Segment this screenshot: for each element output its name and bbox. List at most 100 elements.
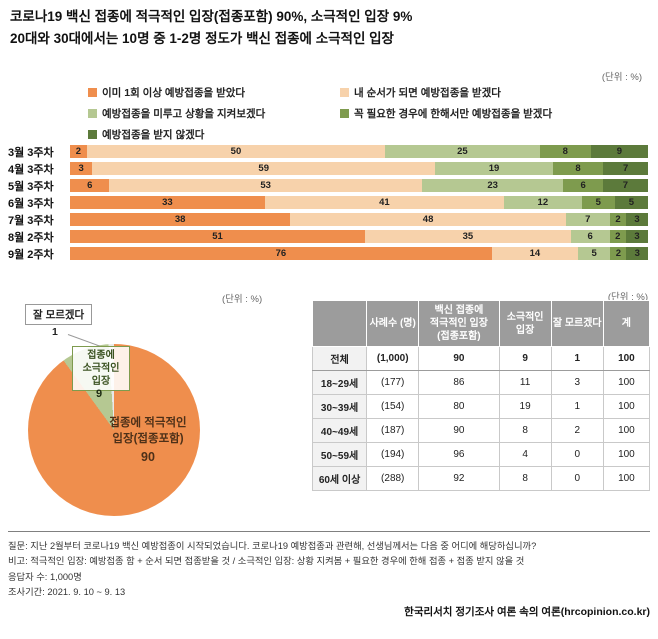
bar-segment-value: 33 [162,197,173,208]
bar-segment-value: 35 [462,231,474,242]
bar: 3 59 19 8 7 [70,162,648,175]
bar-row-label: 5월 3주차 [8,180,54,193]
bar-segment: 12 [504,196,582,209]
table-cell: 0 [550,466,604,491]
footnote-period: 조사기간: 2021. 9. 10 ~ 9. 13 [8,586,126,597]
bar-segment-value: 5 [595,197,601,208]
bar-segment-value: 3 [78,163,84,174]
age-table: 사례수 (명) 백신 접종에 적극적인 입장 (접종포함) 소극적인 입장 잘 모르겠… [311,300,651,491]
unit-label-table: (단위 : %) [607,292,648,303]
table-row-label: 전체 [311,346,368,371]
table-cell: 96 [418,442,500,467]
source-credit: 한국리서치 정기조사 여론 속의 여론(hrcopinion.co.kr) [404,606,650,619]
bar-segment: 14 [491,247,579,260]
bar-segment: 48 [290,213,566,226]
bar-segment-value: 5 [628,197,635,208]
table-row-label: 40~49세 [311,418,368,443]
bar-segment-value: 53 [260,180,271,191]
table-header-cell: 사례수 (명) [366,300,420,347]
bar-row-label: 9월 2주차 [8,248,54,261]
table-cell: 80 [418,394,500,419]
bar-segment: 8 [552,162,604,175]
table-header-row: 사례수 (명) 백신 접종에 적극적인 입장 (접종포함) 소극적인 입장 잘 모르겠… [311,300,651,347]
bar-row: 7월 3주차 38 48 7 2 3 [8,211,648,228]
table-header-cell: 계 [602,300,651,347]
table-row: 30~39세 (154) 80 19 1 100 [311,394,651,419]
table-cell: 100 [602,466,651,491]
table-row-label: 18~29세 [311,370,368,395]
bar-segment-value: 48 [422,214,434,225]
bar-segment: 5 [578,247,611,260]
bar-segment: 9 [590,145,648,158]
bar: 38 48 7 2 3 [70,213,648,226]
bar-segment: 5 [614,196,649,209]
table-cell: (187) [366,418,420,443]
legend-swatch [88,130,97,139]
table-header-cell [311,300,368,347]
bar: 2 50 25 8 9 [70,145,648,158]
bar-segment-value: 2 [615,231,621,242]
table-cell: 8 [498,418,552,443]
table-cell: 3 [550,370,604,395]
bar-segment: 2 [609,213,627,226]
bar-segment: 35 [365,230,571,243]
table-cell: 86 [418,370,500,395]
legend: 이미 1회 이상 예방접종을 받았다 내 순서가 되면 예방접종을 받겠다 예방접종… [88,85,552,142]
table-cell: (194) [366,442,420,467]
age-table-section: 사례수 (명) 백신 접종에 적극적인 입장 (접종포함) 소극적인 입장 잘 모르겠… [311,300,651,491]
table-header-cell: 백신 접종에 적극적인 입장 (접종포함) [418,300,500,347]
table-cell: 11 [498,370,552,395]
title-line-2: 20대와 30대에서는 10명 중 1-2명 정도가 백신 접종에 소극적인 입… [10,30,394,46]
table-row-label: 50~59세 [311,442,368,467]
age-table-body: 전체 (1,000) 90 9 1 100 18~29세 (177) 86 11 3 100 30~39… [311,346,651,491]
bar-segment-value: 9 [616,146,623,157]
table-cell: (177) [366,370,420,395]
table-cell: (154) [366,394,420,419]
table-cell: 8 [498,466,552,491]
bar-segment-value: 23 [487,180,498,191]
table-cell: (1,000) [366,346,420,371]
table-row: 60세 이상 (288) 92 8 0 100 [311,466,651,491]
table-cell: 1 [550,346,604,371]
stacked-bar-chart: 3월 3주차 2 50 25 8 9 4월 3주차 3 59 19 8 7 5월 3주차 6 53 23 6 7 6… [8,143,649,262]
title-line-1: 코로나19 백신 접종에 적극적인 입장(접종포함) 90%, 소극적인 입장 … [10,9,413,24]
bar-segment-value: 41 [379,197,390,208]
bar-segment-value: 8 [562,146,568,157]
bar-segment: 25 [385,145,540,158]
pie-value-passive: 9 [96,388,103,400]
table-cell: 100 [602,394,651,419]
table-cell: 19 [498,394,552,419]
bar-segment: 3 [70,162,93,175]
table-cell: 92 [418,466,500,491]
bar-row-label: 8월 2주차 [8,231,54,244]
bar: 33 41 12 5 5 [70,196,649,209]
bar-row-label: 4월 3주차 [8,163,54,176]
bar: 76 14 5 2 3 [70,247,648,260]
table-cell: (288) [366,466,420,491]
table-cell: 90 [418,418,500,443]
legend-label: 내 순서가 되면 예방접종을 받겠다 [354,87,501,99]
bar-segment: 41 [264,196,505,209]
pie-value-active: 90 [141,450,155,465]
legend-swatch [88,88,97,97]
bar-segment-value: 14 [529,248,541,259]
pie-callout-dontknow: 잘 모르겠다 [25,304,93,325]
unit-label-pie: (단위 : %) [222,294,263,305]
table-cell: 100 [602,418,651,443]
table-row-label: 30~39세 [311,394,368,419]
bar-segment-value: 2 [615,248,622,259]
legend-swatch [340,109,349,118]
bar-segment: 6 [563,179,603,192]
bar-segment-value: 3 [634,248,640,259]
table-cell: 100 [602,442,651,467]
footnote-respondents: 응답자 수: 1,000명 [8,571,82,582]
legend-label: 예방접종을 미루고 상황을 지켜보겠다 [102,108,266,120]
table-header-cell: 잘 모르겠다 [550,300,604,347]
bar-segment-value: 38 [174,214,186,225]
bar-segment: 7 [603,162,648,175]
bar-row: 4월 3주차 3 59 19 8 7 [8,160,648,177]
page-title: 코로나19 백신 접종에 적극적인 입장(접종포함) 90%, 소극적인 입장 … [10,6,412,49]
bar-row: 8월 2주차 51 35 6 2 3 [8,228,649,245]
table-cell: 0 [550,442,604,467]
